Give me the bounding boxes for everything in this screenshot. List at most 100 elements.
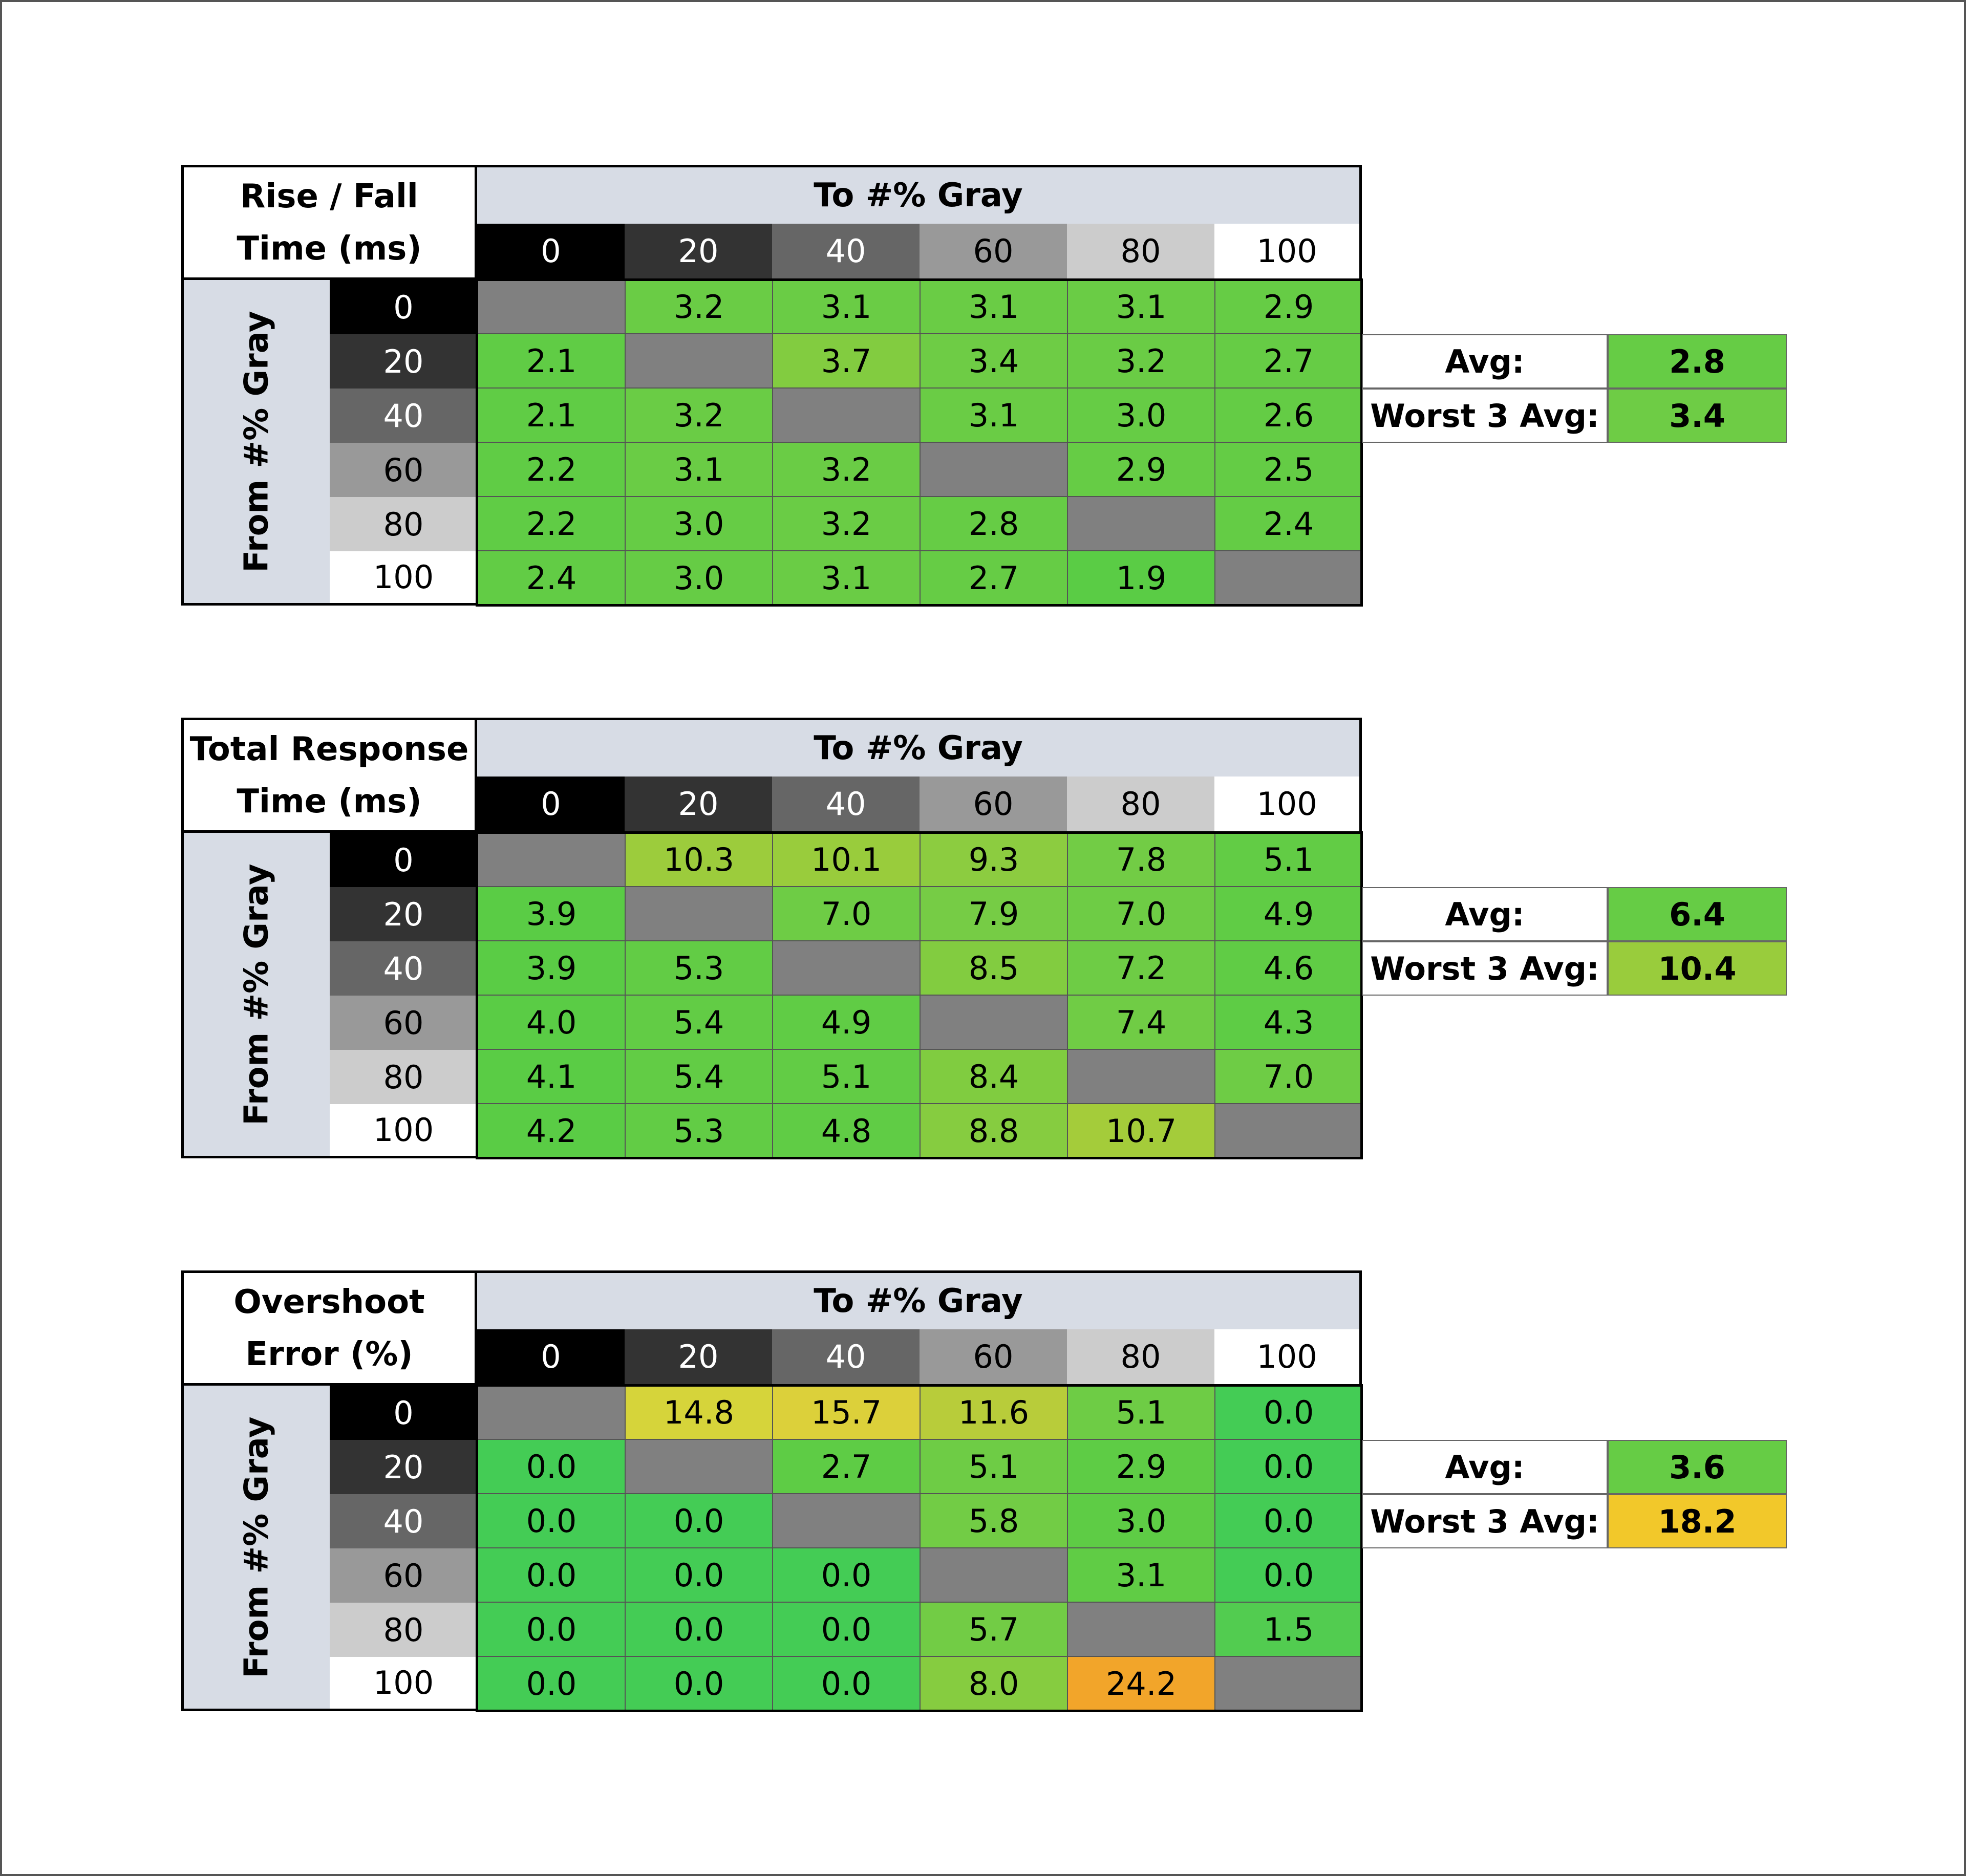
data-cell: 3.1 — [920, 389, 1067, 443]
data-cell: 2.1 — [477, 389, 625, 443]
data-cell: 4.2 — [477, 1104, 625, 1158]
row-header: 60 — [330, 443, 477, 497]
data-cell: 0.0 — [1214, 1494, 1362, 1548]
row-group-header: From #% Gray — [181, 833, 330, 1158]
data-cell: 0.0 — [625, 1548, 772, 1603]
data-cell: 8.4 — [920, 1050, 1067, 1104]
data-cell: 3.9 — [477, 887, 625, 941]
row-header: 100 — [330, 551, 477, 606]
column-header: 80 — [1067, 1329, 1214, 1386]
data-cell: 0.0 — [477, 1440, 625, 1494]
data-cell: 2.4 — [477, 551, 625, 606]
diagonal-cell — [1214, 551, 1362, 606]
data-cell: 7.4 — [1067, 996, 1214, 1050]
column-header: 40 — [772, 1329, 920, 1386]
column-header: 20 — [625, 777, 772, 833]
data-cell: 7.0 — [1214, 1050, 1362, 1104]
column-header: 0 — [477, 777, 625, 833]
data-cell: 3.0 — [625, 497, 772, 551]
summary-value: 3.4 — [1608, 389, 1787, 443]
data-cell: 5.1 — [920, 1440, 1067, 1494]
data-cell: 0.0 — [477, 1548, 625, 1603]
row-group-header-text: From #% Gray — [238, 1416, 276, 1678]
summary-value: 18.2 — [1608, 1494, 1787, 1548]
row-header: 0 — [330, 833, 477, 887]
column-header: 80 — [1067, 224, 1214, 280]
data-cell: 10.3 — [625, 833, 772, 887]
data-cell: 3.2 — [1067, 334, 1214, 389]
data-cell: 3.1 — [1067, 280, 1214, 334]
data-cell: 4.0 — [477, 996, 625, 1050]
diagonal-cell — [772, 1494, 920, 1548]
data-cell: 0.0 — [772, 1603, 920, 1657]
data-cell: 5.4 — [625, 1050, 772, 1104]
table-title-line: Time (ms) — [237, 229, 422, 268]
data-cell: 3.1 — [920, 280, 1067, 334]
row-header: 20 — [330, 334, 477, 389]
data-cell: 1.5 — [1214, 1603, 1362, 1657]
diagonal-cell — [772, 941, 920, 996]
column-header: 40 — [772, 224, 920, 280]
data-cell: 2.7 — [772, 1440, 920, 1494]
data-cell: 3.0 — [1067, 1494, 1214, 1548]
data-cell: 5.3 — [625, 1104, 772, 1158]
data-cell: 2.2 — [477, 443, 625, 497]
data-cell: 7.8 — [1067, 833, 1214, 887]
diagonal-cell — [1067, 1050, 1214, 1104]
row-header: 60 — [330, 1548, 477, 1603]
diagonal-cell — [920, 996, 1067, 1050]
summary-value: 2.8 — [1608, 334, 1787, 389]
diagonal-cell — [477, 833, 625, 887]
data-cell: 0.0 — [772, 1548, 920, 1603]
data-cell: 14.8 — [625, 1386, 772, 1440]
row-header: 0 — [330, 280, 477, 334]
summary-label: Avg: — [1362, 334, 1608, 389]
data-cell: 3.2 — [772, 497, 920, 551]
table-title-line: Time (ms) — [237, 782, 422, 821]
diagonal-cell — [625, 1440, 772, 1494]
data-cell: 2.2 — [477, 497, 625, 551]
diagonal-cell — [772, 389, 920, 443]
data-cell: 2.7 — [920, 551, 1067, 606]
diagonal-cell — [477, 280, 625, 334]
column-header: 20 — [625, 224, 772, 280]
summary-label: Worst 3 Avg: — [1362, 1494, 1608, 1548]
data-cell: 8.8 — [920, 1104, 1067, 1158]
data-cell: 3.1 — [772, 551, 920, 606]
column-header: 100 — [1214, 1329, 1362, 1386]
table-title: Rise / Fall Time (ms) — [181, 165, 477, 280]
row-group-header-text: From #% Gray — [238, 310, 276, 573]
data-cell: 9.3 — [920, 833, 1067, 887]
data-cell: 2.9 — [1214, 280, 1362, 334]
table-title-line: Error (%) — [245, 1335, 413, 1373]
table-title-line: Overshoot — [233, 1283, 425, 1321]
column-header: 60 — [920, 224, 1067, 280]
data-cell: 2.6 — [1214, 389, 1362, 443]
column-header: 60 — [920, 1329, 1067, 1386]
data-cell: 3.0 — [1067, 389, 1214, 443]
row-header: 100 — [330, 1657, 477, 1711]
data-cell: 3.1 — [772, 280, 920, 334]
data-cell: 4.9 — [772, 996, 920, 1050]
diagonal-cell — [1214, 1104, 1362, 1158]
row-header: 20 — [330, 1440, 477, 1494]
summary-value: 3.6 — [1608, 1440, 1787, 1494]
data-cell: 0.0 — [625, 1603, 772, 1657]
data-cell: 4.3 — [1214, 996, 1362, 1050]
data-cell: 7.2 — [1067, 941, 1214, 996]
diagonal-cell — [477, 1386, 625, 1440]
data-cell: 2.4 — [1214, 497, 1362, 551]
diagonal-cell — [1214, 1657, 1362, 1711]
table-title-line: Rise / Fall — [240, 177, 418, 215]
data-cell: 2.1 — [477, 334, 625, 389]
row-header: 40 — [330, 941, 477, 996]
row-group-header: From #% Gray — [181, 280, 330, 606]
data-cell: 0.0 — [477, 1657, 625, 1711]
row-header: 60 — [330, 996, 477, 1050]
row-header: 80 — [330, 1603, 477, 1657]
data-cell: 3.9 — [477, 941, 625, 996]
summary-label: Avg: — [1362, 887, 1608, 941]
diagonal-cell — [625, 887, 772, 941]
data-cell: 4.9 — [1214, 887, 1362, 941]
